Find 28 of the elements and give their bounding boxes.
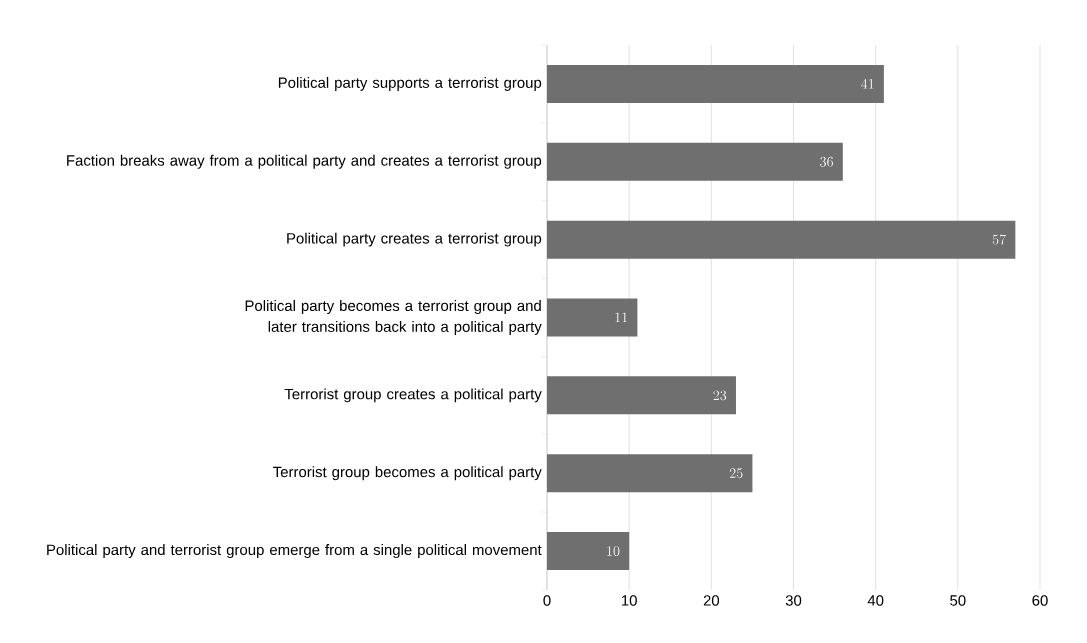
bar <box>547 454 753 493</box>
x-tick-label: 0 <box>543 595 551 606</box>
y-tick-label: Terrorist group creates a political party <box>284 388 542 403</box>
bar <box>547 298 638 337</box>
data-label: 57 <box>992 234 1006 245</box>
data-label: 41 <box>861 78 874 89</box>
data-label: 11 <box>615 312 628 323</box>
x-tick-label: 50 <box>950 595 966 606</box>
x-tick-label: 60 <box>1032 595 1048 606</box>
x-tick-label: 40 <box>867 595 884 606</box>
y-tick-label: Political party supports a terrorist group <box>278 76 542 91</box>
y-tick-label: Faction breaks away from a political party and creates a terrorist group <box>67 154 542 169</box>
bar <box>547 220 1016 259</box>
bar <box>547 64 884 103</box>
data-label: 36 <box>820 156 834 167</box>
data-label: 23 <box>713 390 727 401</box>
y-tick-label: Terrorist group becomes a political party <box>273 466 542 481</box>
bar <box>547 532 630 571</box>
x-tick-label: 20 <box>703 595 720 606</box>
data-label: 10 <box>607 546 620 556</box>
y-tick-label: Political party creates a terrorist group <box>287 232 542 247</box>
y-tick-label: Political party becomes a terrorist group and later transitions back into a political party <box>245 300 542 335</box>
x-tick-label: 30 <box>785 595 802 606</box>
x-tick-label: 10 <box>622 595 637 606</box>
bar <box>547 376 736 415</box>
y-tick-label: Political party and terrorist group emerge from a single political movement <box>47 544 542 559</box>
bar <box>547 142 843 181</box>
data-label: 25 <box>729 468 743 479</box>
